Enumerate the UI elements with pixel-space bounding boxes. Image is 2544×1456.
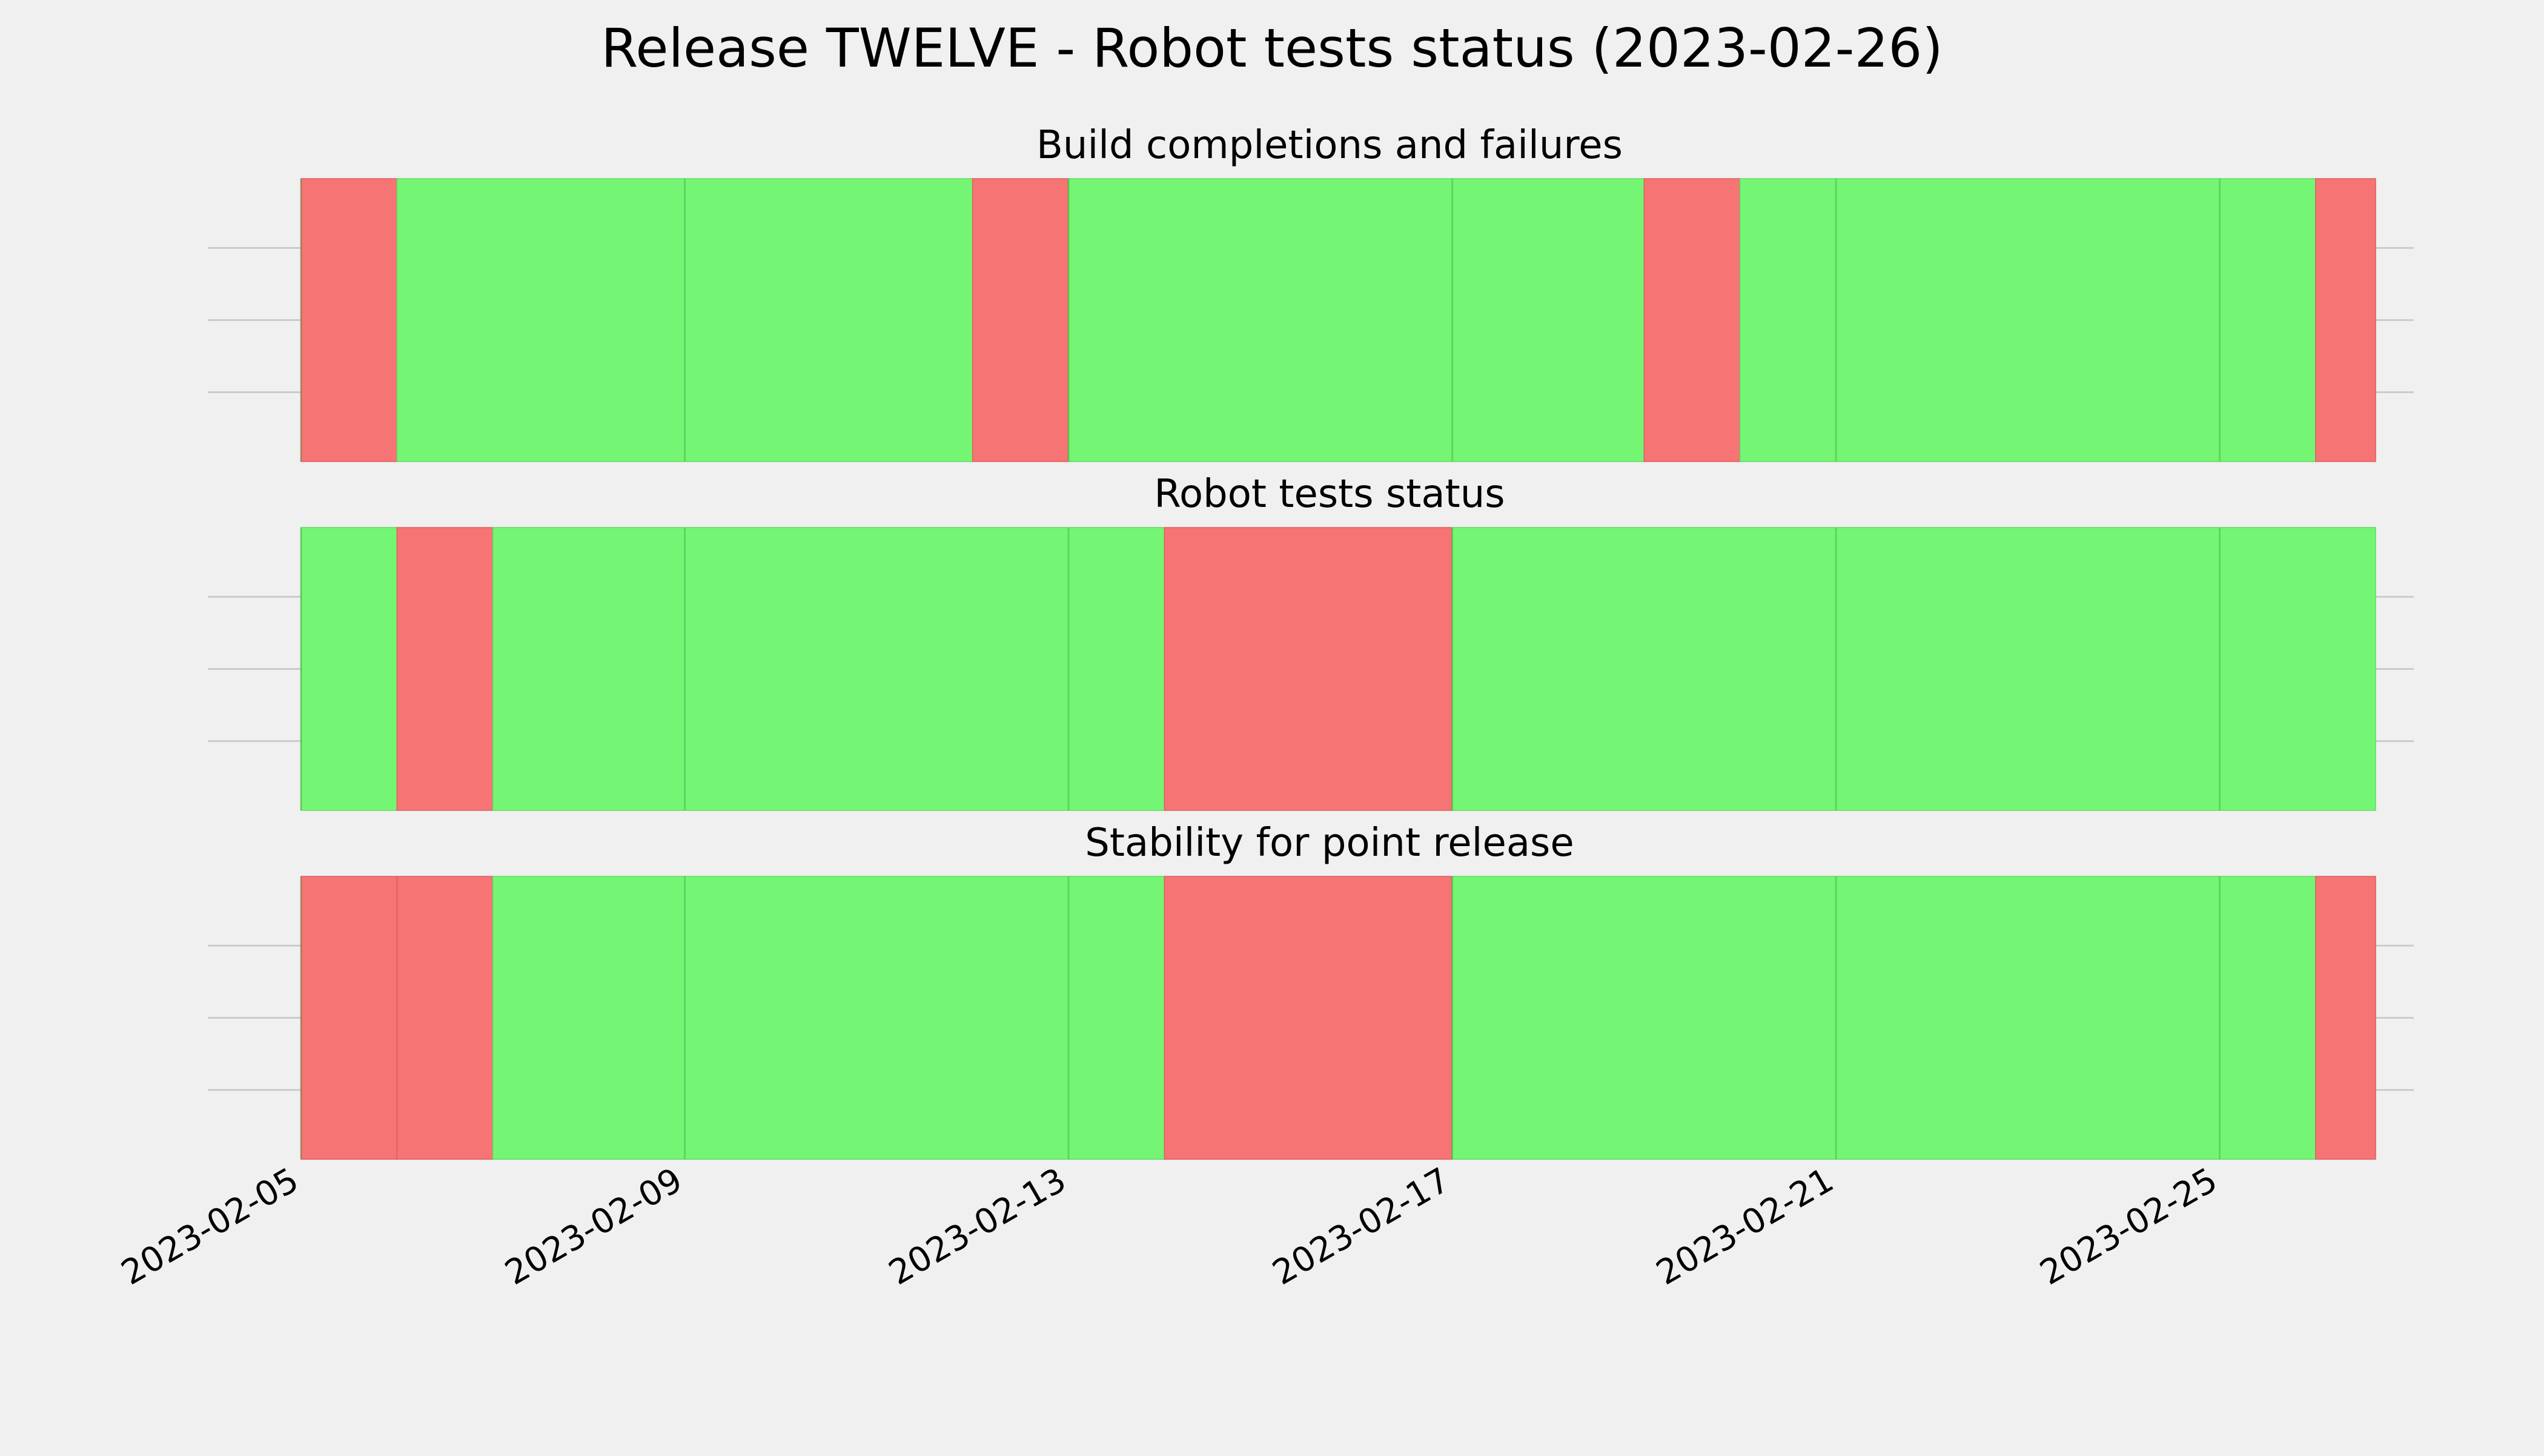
panels: Build completions and failures Robot test… — [208, 123, 2414, 1160]
segment-pass — [492, 876, 1165, 1160]
panel-3: Stability for point release — [208, 821, 2414, 1160]
segment-fail — [300, 876, 398, 1160]
panel-title: Robot tests status — [1154, 472, 1505, 517]
segment-fail — [396, 876, 494, 1160]
segment-fail — [396, 527, 494, 811]
segment-fail — [972, 178, 1069, 462]
segment-fail — [1164, 527, 1453, 811]
panel-2: Robot tests status — [208, 472, 2414, 811]
segment-pass — [1451, 527, 2376, 811]
chart-title: Release TWELVE - Robot tests status (202… — [601, 17, 1943, 79]
panel-1: Build completions and failures — [208, 123, 2414, 462]
segment-fail — [1164, 876, 1453, 1160]
segment-pass — [1739, 178, 2316, 462]
segment-pass — [300, 527, 398, 811]
segment-pass — [396, 178, 973, 462]
segment-fail — [300, 178, 398, 462]
segment-pass — [1068, 178, 1645, 462]
segment-pass — [492, 527, 1165, 811]
panel-title: Build completions and failures — [1036, 123, 1623, 168]
segment-pass — [1451, 876, 2316, 1160]
segment-fail — [1643, 178, 1741, 462]
segment-fail — [2315, 178, 2376, 462]
segment-fail — [2315, 876, 2376, 1160]
panel-title: Stability for point release — [1085, 821, 1574, 865]
